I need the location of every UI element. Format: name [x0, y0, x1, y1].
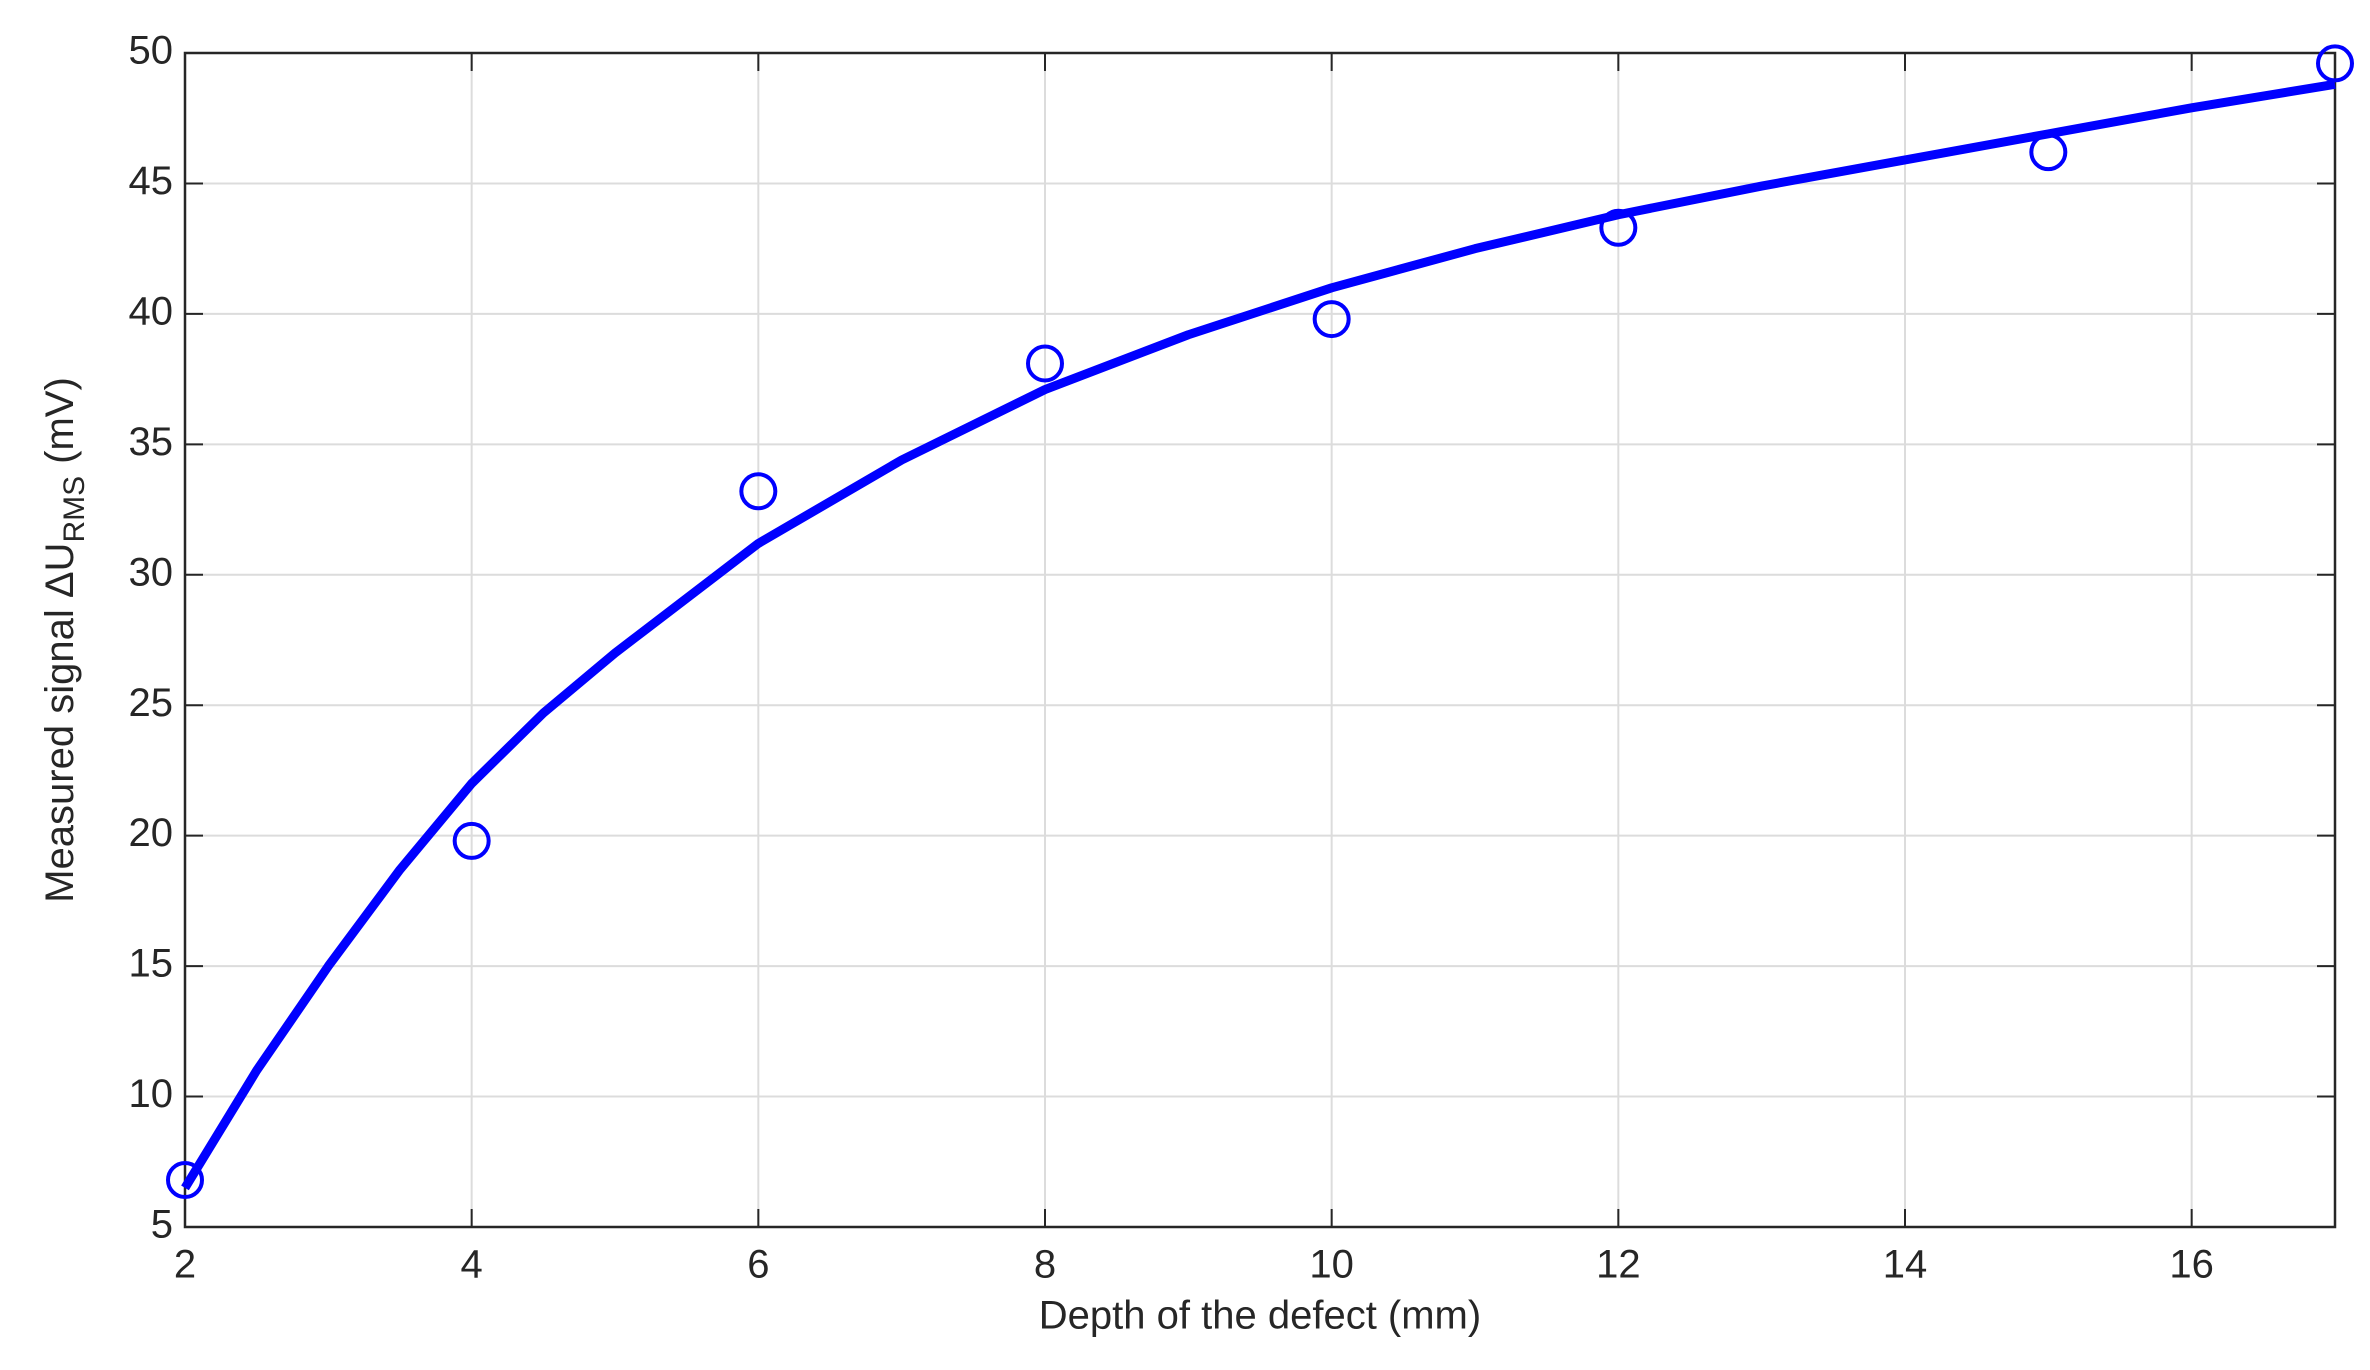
data-point: [739, 472, 778, 511]
x-tick-label: 2: [174, 1243, 196, 1287]
x-tick-label: 12: [1596, 1243, 1641, 1287]
y-axis-label: Measured signal ΔURMS (mV): [38, 377, 91, 903]
y-axis-label-unit: (mV): [38, 377, 82, 464]
x-axis-label: Depth of the defect (mm): [1039, 1294, 1481, 1338]
x-tick-label: 16: [2169, 1243, 2214, 1287]
y-axis-label-main: Measured signal ΔU: [38, 543, 82, 903]
x-tick-label: 14: [1883, 1243, 1928, 1287]
data-point: [452, 821, 491, 860]
data-point: [1026, 344, 1064, 383]
data-point: [2029, 133, 2068, 172]
y-tick-label: 10: [129, 1072, 174, 1116]
data-point: [1312, 300, 1351, 339]
x-tick-label: 4: [461, 1243, 483, 1287]
x-tick-label: 10: [1309, 1243, 1354, 1287]
y-tick-label: 15: [129, 942, 174, 986]
y-tick-label: 25: [129, 681, 174, 725]
fit-line: [181, 79, 2336, 1191]
data-point: [2316, 44, 2354, 83]
x-tick-label: 8: [1034, 1243, 1056, 1287]
data-point: [1599, 208, 1638, 247]
y-tick-label: 30: [129, 550, 174, 594]
y-tick-label: 5: [151, 1203, 173, 1247]
x-tick-label: 6: [747, 1243, 769, 1287]
y-axis-label-subscript: RMS: [58, 476, 91, 543]
plot-frame: [183, 51, 2337, 1229]
y-tick-label: 45: [129, 159, 174, 203]
y-tick-label: 20: [129, 811, 174, 855]
y-tick-label: 35: [129, 420, 174, 464]
data-point: [166, 1161, 204, 1200]
y-tick-label: 50: [129, 29, 174, 73]
y-tick-label: 40: [129, 289, 174, 333]
